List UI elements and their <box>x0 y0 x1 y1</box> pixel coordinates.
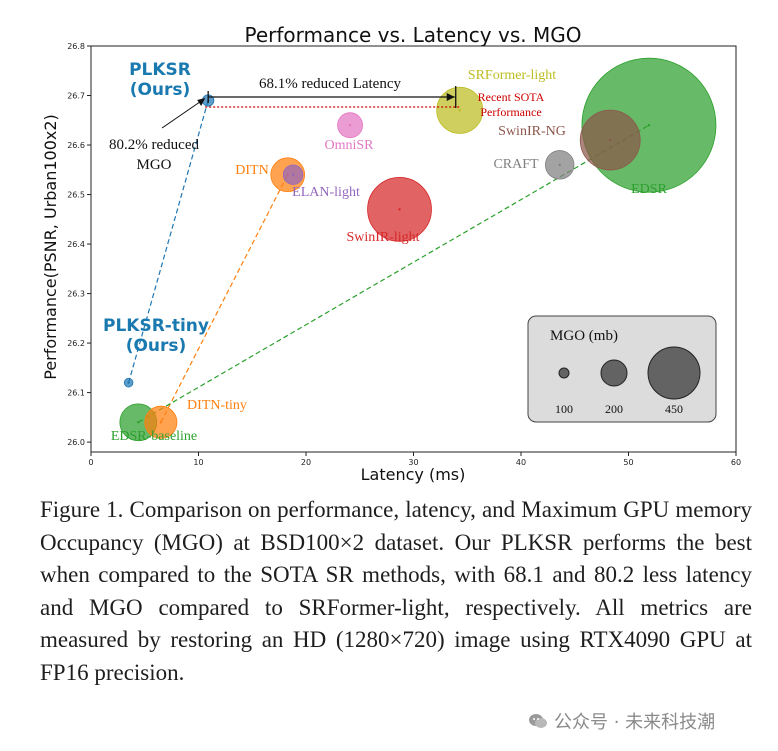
point-label-line: PLKSR-tiny <box>103 316 209 336</box>
size-legend-title: MGO (mb) <box>550 328 618 344</box>
point-label-line: SwinIR-light <box>346 230 419 245</box>
point-label: SRFormer-light <box>468 68 556 83</box>
point-label-line: EDSR <box>631 182 667 197</box>
figure-caption: Figure 1. Comparison on performance, lat… <box>40 497 752 685</box>
mgo-annotation-line: 80.2% reduced <box>109 137 199 153</box>
performance-latency-chart: Performance vs. Latency vs. MGO 0 10 20 30 4… <box>41 23 741 484</box>
latency-arrow-head <box>446 93 455 101</box>
wechat-icon <box>529 714 547 728</box>
size-legend-bubble <box>647 346 701 400</box>
point-label-line: PLKSR <box>129 60 191 80</box>
latency-annotation: 68.1% reduced Latency <box>259 76 402 92</box>
sota-annotation-line: Performance <box>480 105 541 119</box>
mgo-annotation-line: MGO <box>136 157 171 173</box>
mgo-annotation: 80.2% reduced MGO <box>109 137 199 173</box>
data-point-center <box>137 421 140 424</box>
y-tick-label: 26.4 <box>67 240 85 249</box>
x-tick-label: 0 <box>88 458 93 467</box>
data-point-center <box>458 109 461 112</box>
point-label-line: OmniSR <box>324 138 374 153</box>
size-legend-label: 200 <box>605 402 623 416</box>
point-label-line: DITN-tiny <box>187 398 247 413</box>
x-tick-label: 50 <box>623 458 633 467</box>
watermark: 公众号 · 未来科技潮 <box>528 708 715 734</box>
point-label: EDSR-baseline <box>111 429 197 444</box>
data-point-center <box>647 124 651 127</box>
y-tick-label: 26.6 <box>67 141 85 150</box>
y-tick-label: 26.7 <box>67 92 85 101</box>
point-label-line: (Ours) <box>126 336 187 356</box>
point-label-line: DITN <box>235 163 268 178</box>
size-legend-label: 100 <box>555 402 573 416</box>
data-point-center <box>348 124 352 127</box>
watermark-text: 公众号 · 未来科技潮 <box>554 712 716 733</box>
point-label: PLKSR-tiny (Ours) <box>103 316 209 356</box>
y-tick-label: 26.2 <box>67 339 85 348</box>
point-label: EDSR <box>631 182 667 197</box>
data-point-center <box>291 173 295 176</box>
size-legend-label: 450 <box>665 402 683 416</box>
point-label-line: SwinIR-NG <box>498 124 566 139</box>
point-label: DITN-tiny <box>187 398 247 413</box>
size-legend-bubble <box>558 367 570 379</box>
point-label: DITN <box>235 163 268 178</box>
point-label: ELAN-light <box>292 185 360 200</box>
size-legend-bubble <box>600 359 628 387</box>
data-point-center <box>558 163 561 167</box>
mgo-arrow <box>161 98 205 129</box>
point-label-line: EDSR-baseline <box>111 429 197 444</box>
point-label-line: (Ours) <box>130 80 191 100</box>
chart-title: Performance vs. Latency vs. MGO <box>245 23 582 47</box>
point-label-line: ELAN-light <box>292 185 360 200</box>
x-tick-label: 20 <box>301 458 311 467</box>
point-label: OmniSR <box>324 138 374 153</box>
x-tick-label: 60 <box>731 458 741 467</box>
y-tick-label: 26.8 <box>67 42 85 51</box>
data-point-center <box>609 138 612 142</box>
sota-annotation-line: Recent SOTA <box>478 90 545 104</box>
y-tick-label: 26.5 <box>67 191 85 200</box>
trend-line <box>128 100 209 383</box>
y-tick-label: 26.0 <box>67 438 85 447</box>
y-axis-label: Performance(PSNR, Urban100x2) <box>41 114 60 380</box>
y-tick-label: 26.3 <box>67 290 85 299</box>
x-tick-label: 40 <box>516 458 526 467</box>
point-label: PLKSR (Ours) <box>129 60 191 100</box>
data-point-center <box>159 421 163 424</box>
x-tick-label: 30 <box>408 458 418 467</box>
x-tick-label: 10 <box>193 458 203 467</box>
point-label-line: SRFormer-light <box>468 68 556 83</box>
data-point-center <box>127 381 130 384</box>
data-point-center <box>398 208 401 211</box>
plot-area: 0 10 20 30 40 50 60 26.0 26.1 26.2 26.3 26.4 26.5 26.… <box>67 42 741 467</box>
point-label: SwinIR-NG <box>498 124 566 139</box>
y-tick-label: 26.1 <box>67 389 85 398</box>
mgo-arrow-head <box>197 98 206 106</box>
point-label: SwinIR-light <box>346 230 419 245</box>
point-label: CRAFT <box>493 157 539 172</box>
x-axis-label: Latency (ms) <box>361 465 466 484</box>
trend-line <box>160 174 289 423</box>
point-label-line: CRAFT <box>493 157 539 172</box>
sota-annotation: Recent SOTA Performance <box>478 90 545 119</box>
